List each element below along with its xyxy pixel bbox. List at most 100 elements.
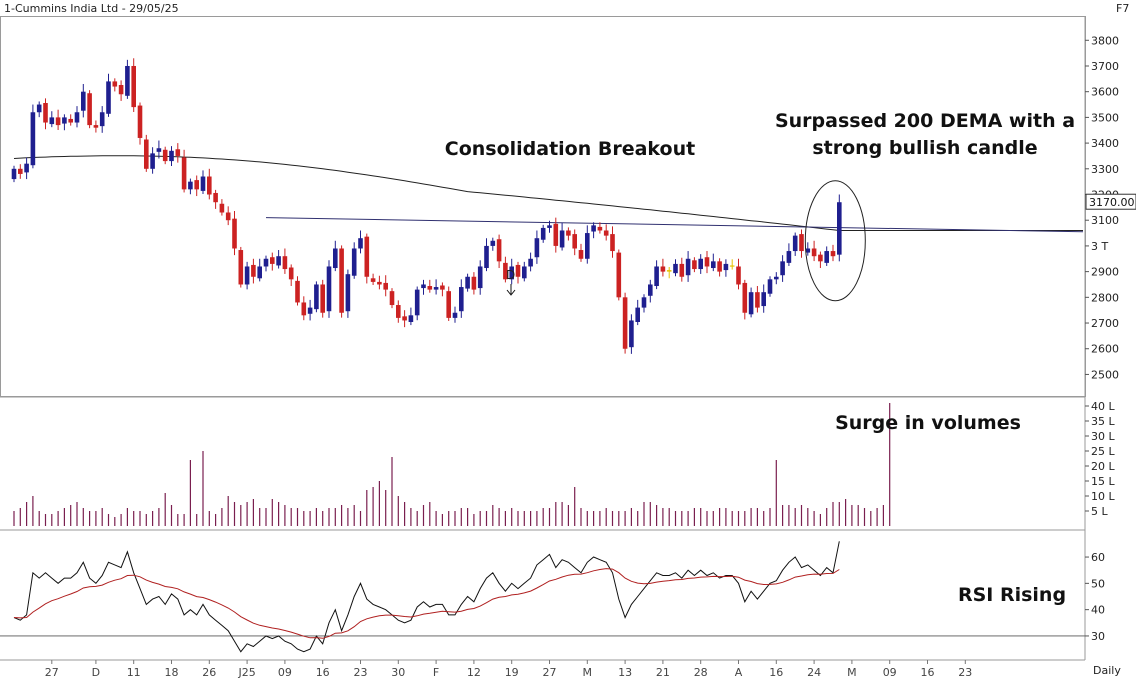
candle-body [43, 103, 48, 123]
x-axis-tick-label: 13 [618, 666, 632, 679]
candle-body [748, 292, 754, 315]
candle-body [11, 168, 17, 180]
x-axis-tick-label: 26 [202, 666, 216, 679]
candle-body [150, 153, 155, 169]
candle-body [175, 149, 181, 156]
chart-title: 1-Cummins India Ltd - 29/05/25 [4, 2, 179, 15]
volume-axis-tick-label: 35 L [1091, 415, 1115, 428]
dema-200-line [13, 155, 1083, 231]
candle-body [578, 250, 584, 259]
candle-body [238, 250, 244, 285]
candle-body [591, 225, 596, 232]
volume-axis-tick-label: 20 L [1091, 460, 1115, 473]
candle-body [761, 292, 766, 307]
dema-annotation-line1: Surpassed 200 DEMA with a [774, 110, 1076, 132]
candle-body [780, 261, 785, 276]
x-axis-tick-label: 18 [165, 666, 179, 679]
candle-body [471, 276, 477, 290]
candle-body [276, 256, 281, 266]
candle-body [427, 286, 433, 290]
candle-body [742, 282, 748, 313]
candle-body [99, 112, 105, 127]
candle-body [263, 258, 269, 267]
candle-body [641, 297, 647, 308]
candle-body [49, 117, 55, 125]
candle-body [370, 278, 376, 282]
candle-body [786, 251, 792, 263]
price-axis-tick-label: 2800 [1091, 291, 1119, 304]
candle-body [358, 238, 363, 249]
candle-body [213, 192, 218, 203]
candle-body [805, 248, 811, 253]
candle-body [295, 280, 300, 303]
volume-axis-tick-label: 25 L [1091, 445, 1115, 458]
candle-body [465, 276, 470, 289]
candle-body [207, 176, 212, 195]
price-axis-tick-label: 3600 [1091, 86, 1119, 99]
candle-body [704, 257, 710, 267]
candle-body [251, 264, 256, 277]
candle-body [433, 287, 439, 290]
candle-body [566, 230, 571, 236]
candle-body [383, 282, 388, 290]
candle-body [118, 85, 124, 95]
candle-body [698, 258, 703, 270]
candle-body [244, 266, 250, 285]
x-axis-tick-label: 16 [316, 666, 330, 679]
candle-body [345, 274, 351, 312]
candle-body [585, 233, 590, 259]
breakout-annotation: Consolidation Breakout [444, 138, 696, 160]
candle-body [679, 263, 685, 277]
candle-body [131, 65, 136, 108]
x-axis-tick-label: 21 [656, 666, 670, 679]
candle-body [711, 261, 716, 269]
x-axis-tick-label: 11 [127, 666, 141, 679]
volume-axis-tick-label: 15 L [1091, 475, 1115, 488]
candle-body [162, 149, 168, 162]
candle-body [837, 202, 842, 255]
candle-body [30, 112, 36, 166]
price-axis-tick-label: 3700 [1091, 60, 1119, 73]
x-axis-tick-label: 28 [694, 666, 708, 679]
rsi-axis-tick-label: 50 [1091, 577, 1105, 590]
x-axis-tick-label: F [433, 666, 439, 679]
candle-body [648, 284, 653, 296]
rsi-line [13, 541, 840, 653]
x-axis-tick-label: 23 [354, 666, 368, 679]
candle-body [503, 262, 508, 280]
candle-body [339, 248, 344, 313]
candle-body [112, 81, 118, 87]
candle-body [200, 176, 206, 191]
candle-body [660, 266, 666, 272]
candle-body [188, 181, 193, 190]
dema-annotation: Surpassed 200 DEMA with a strong bullish… [770, 108, 1080, 162]
candle-body [509, 266, 514, 280]
period-label[interactable]: Daily [1093, 664, 1121, 677]
candle-body [55, 117, 61, 126]
rsi-axis-tick-label: 60 [1091, 551, 1105, 564]
dema-annotation-line2: strong bullish candle [812, 137, 1038, 159]
candle-body [490, 240, 496, 246]
candle-body [559, 230, 565, 248]
price-panel-frame [0, 16, 1086, 397]
volume-axis-tick-label: 5 L [1091, 505, 1108, 518]
candle-body [830, 251, 836, 257]
candle-body [616, 252, 622, 298]
candle-body [654, 266, 659, 287]
x-axis-tick-label: 09 [883, 666, 897, 679]
candle-body [446, 291, 451, 318]
candle-body [314, 284, 319, 310]
candle-body [736, 266, 741, 285]
candle-body [156, 148, 162, 152]
candle-body [194, 180, 199, 190]
candle-body [685, 258, 691, 276]
breakout-trendline [265, 217, 1084, 233]
candle-body [225, 212, 231, 221]
candle-body [610, 234, 615, 252]
candle-body [755, 292, 760, 308]
candle-body [547, 225, 552, 228]
candle-body [326, 266, 332, 312]
candle-body [301, 302, 307, 316]
